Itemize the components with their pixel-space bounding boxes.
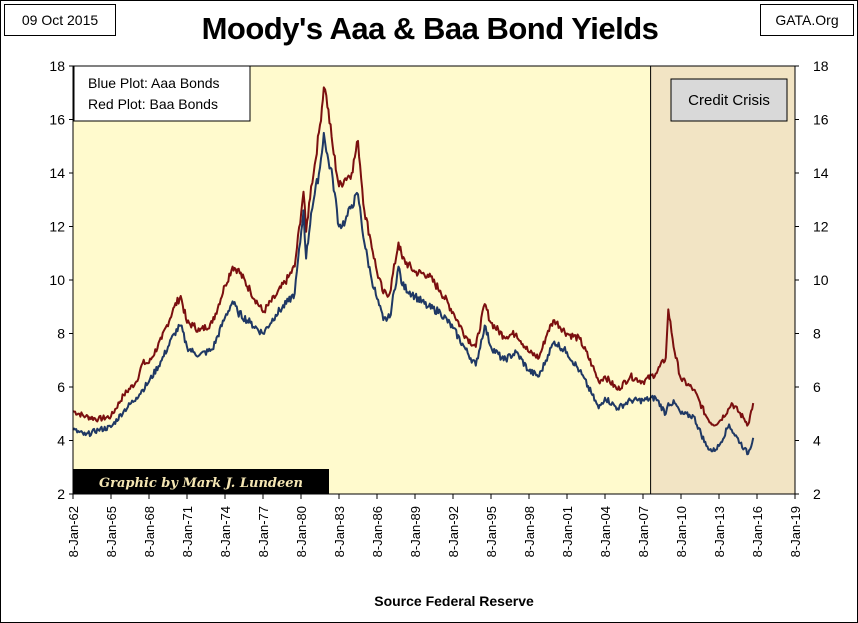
x-tick-label: 8-Jan-98	[522, 506, 537, 557]
source-label: GATA.Org	[760, 4, 854, 36]
x-axis-caption: Source Federal Reserve	[374, 593, 534, 609]
y-tick-label-left: 14	[49, 165, 65, 181]
y-tick-label-right: 16	[813, 112, 829, 128]
y-axis-left: 2 4 6 8 10 12 14 16 18	[49, 58, 73, 502]
x-axis: 8-Jan-62 8-Jan-65 8-Jan-68 8-Jan-71 8-Jan-74…	[66, 494, 803, 557]
x-tick-label: 8-Jan-77	[256, 506, 271, 557]
credit-crisis-shading	[650, 66, 795, 494]
y-tick-label-left: 6	[57, 379, 65, 395]
y-tick-label-left: 18	[49, 58, 65, 74]
x-tick-label: 8-Jan-07	[636, 506, 651, 557]
credit-crisis-label-box: Credit Crisis	[670, 78, 788, 122]
y-tick-label-right: 10	[813, 272, 829, 288]
x-tick-label: 8-Jan-89	[408, 506, 423, 557]
x-tick-label: 8-Jan-80	[294, 506, 309, 557]
x-tick-label: 8-Jan-83	[332, 506, 347, 557]
legend-baa-text: Red Plot: Baa Bonds	[88, 96, 218, 112]
x-tick-label: 8-Jan-71	[180, 506, 195, 557]
aaa-series-line	[72, 131, 755, 456]
x-tick-label: 8-Jan-62	[66, 506, 81, 557]
x-tick-label: 8-Jan-04	[598, 506, 613, 557]
x-tick-label: 8-Jan-92	[446, 506, 461, 557]
x-tick-label: 8-Jan-68	[142, 506, 157, 557]
legend-box: Blue Plot: Aaa Bonds Red Plot: Baa Bonds	[73, 65, 251, 122]
date-label: 09 Oct 2015	[4, 4, 116, 36]
x-tick-label: 8-Jan-01	[560, 506, 575, 557]
y-tick-label-left: 12	[49, 219, 65, 235]
y-tick-label-left: 16	[49, 112, 65, 128]
y-tick-label-left: 10	[49, 272, 65, 288]
y-tick-label-right: 12	[813, 219, 829, 235]
y-tick-label-left: 8	[57, 326, 65, 342]
x-tick-label: 8-Jan-74	[218, 506, 233, 557]
y-tick-label-right: 2	[813, 486, 821, 502]
chart-title: Moody's Aaa & Baa Bond Yields	[201, 11, 659, 46]
y-tick-label-right: 18	[813, 58, 829, 74]
x-tick-label: 8-Jan-95	[484, 506, 499, 557]
y-tick-label-left: 4	[57, 433, 65, 449]
credit-banner: Graphic by Mark J. Lundeen	[73, 469, 329, 494]
x-tick-label: 8-Jan-13	[712, 506, 727, 557]
x-tick-label: 8-Jan-65	[104, 506, 119, 557]
y-tick-label-right: 6	[813, 379, 821, 395]
baa-series-line	[72, 86, 755, 427]
credit-text: Graphic by Mark J. Lundeen	[99, 476, 303, 491]
legend-aaa-text: Blue Plot: Aaa Bonds	[88, 75, 220, 91]
series-layer	[72, 86, 755, 456]
credit-crisis-label: Credit Crisis	[688, 92, 770, 109]
x-tick-label: 8-Jan-10	[674, 506, 689, 557]
y-tick-label-left: 2	[57, 486, 65, 502]
y-axis-right: 2 4 6 8 10 12 14 16 18	[795, 58, 829, 502]
x-tick-label: 8-Jan-19	[788, 506, 803, 557]
y-tick-label-right: 4	[813, 433, 821, 449]
y-tick-label-right: 8	[813, 326, 821, 342]
y-tick-label-right: 14	[813, 165, 829, 181]
x-tick-label: 8-Jan-86	[370, 506, 385, 557]
x-tick-label: 8-Jan-16	[750, 506, 765, 557]
